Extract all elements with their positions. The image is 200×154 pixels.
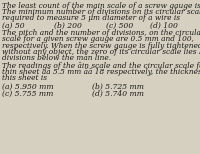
Text: (c) 5.755 mm: (c) 5.755 mm bbox=[2, 90, 54, 98]
Text: The minimum number of divisions on its circular scale: The minimum number of divisions on its c… bbox=[2, 8, 200, 16]
Text: (d) 100: (d) 100 bbox=[150, 22, 178, 30]
Text: (a) 5.950 mm: (a) 5.950 mm bbox=[2, 83, 54, 91]
Text: thin sheet aā 5.5 mm āā 18 respectively, the thickness of: thin sheet aā 5.5 mm āā 18 respectively,… bbox=[2, 68, 200, 76]
Text: (b) 5.725 mm: (b) 5.725 mm bbox=[92, 83, 144, 91]
Text: (b) 200: (b) 200 bbox=[54, 22, 82, 30]
Text: without any object, the zero of its circular scale lies 3: without any object, the zero of its circ… bbox=[2, 48, 200, 56]
Text: (a) 50: (a) 50 bbox=[2, 22, 25, 30]
Text: The readings of the āin scale and the circular scale for a: The readings of the āin scale and the ci… bbox=[2, 62, 200, 70]
Text: respectively. When the screw gauge is fully tightened: respectively. When the screw gauge is fu… bbox=[2, 42, 200, 50]
Text: The least count of the main scale of a screw gauge is 1 mm.: The least count of the main scale of a s… bbox=[2, 2, 200, 10]
Text: (c) 500: (c) 500 bbox=[106, 22, 133, 30]
Text: scale for a given screw gauge are 0.5 mm and 100,: scale for a given screw gauge are 0.5 mm… bbox=[2, 35, 194, 43]
Text: this sheet is: this sheet is bbox=[2, 74, 47, 82]
Text: The pitch and the number of divisions, on the circular: The pitch and the number of divisions, o… bbox=[2, 29, 200, 37]
Text: divisions below the mān line.: divisions below the mān line. bbox=[2, 54, 112, 62]
Text: required to measure 5 μm diameter of a wire is: required to measure 5 μm diameter of a w… bbox=[2, 14, 180, 22]
Text: (d) 5.740 mm: (d) 5.740 mm bbox=[92, 90, 144, 98]
